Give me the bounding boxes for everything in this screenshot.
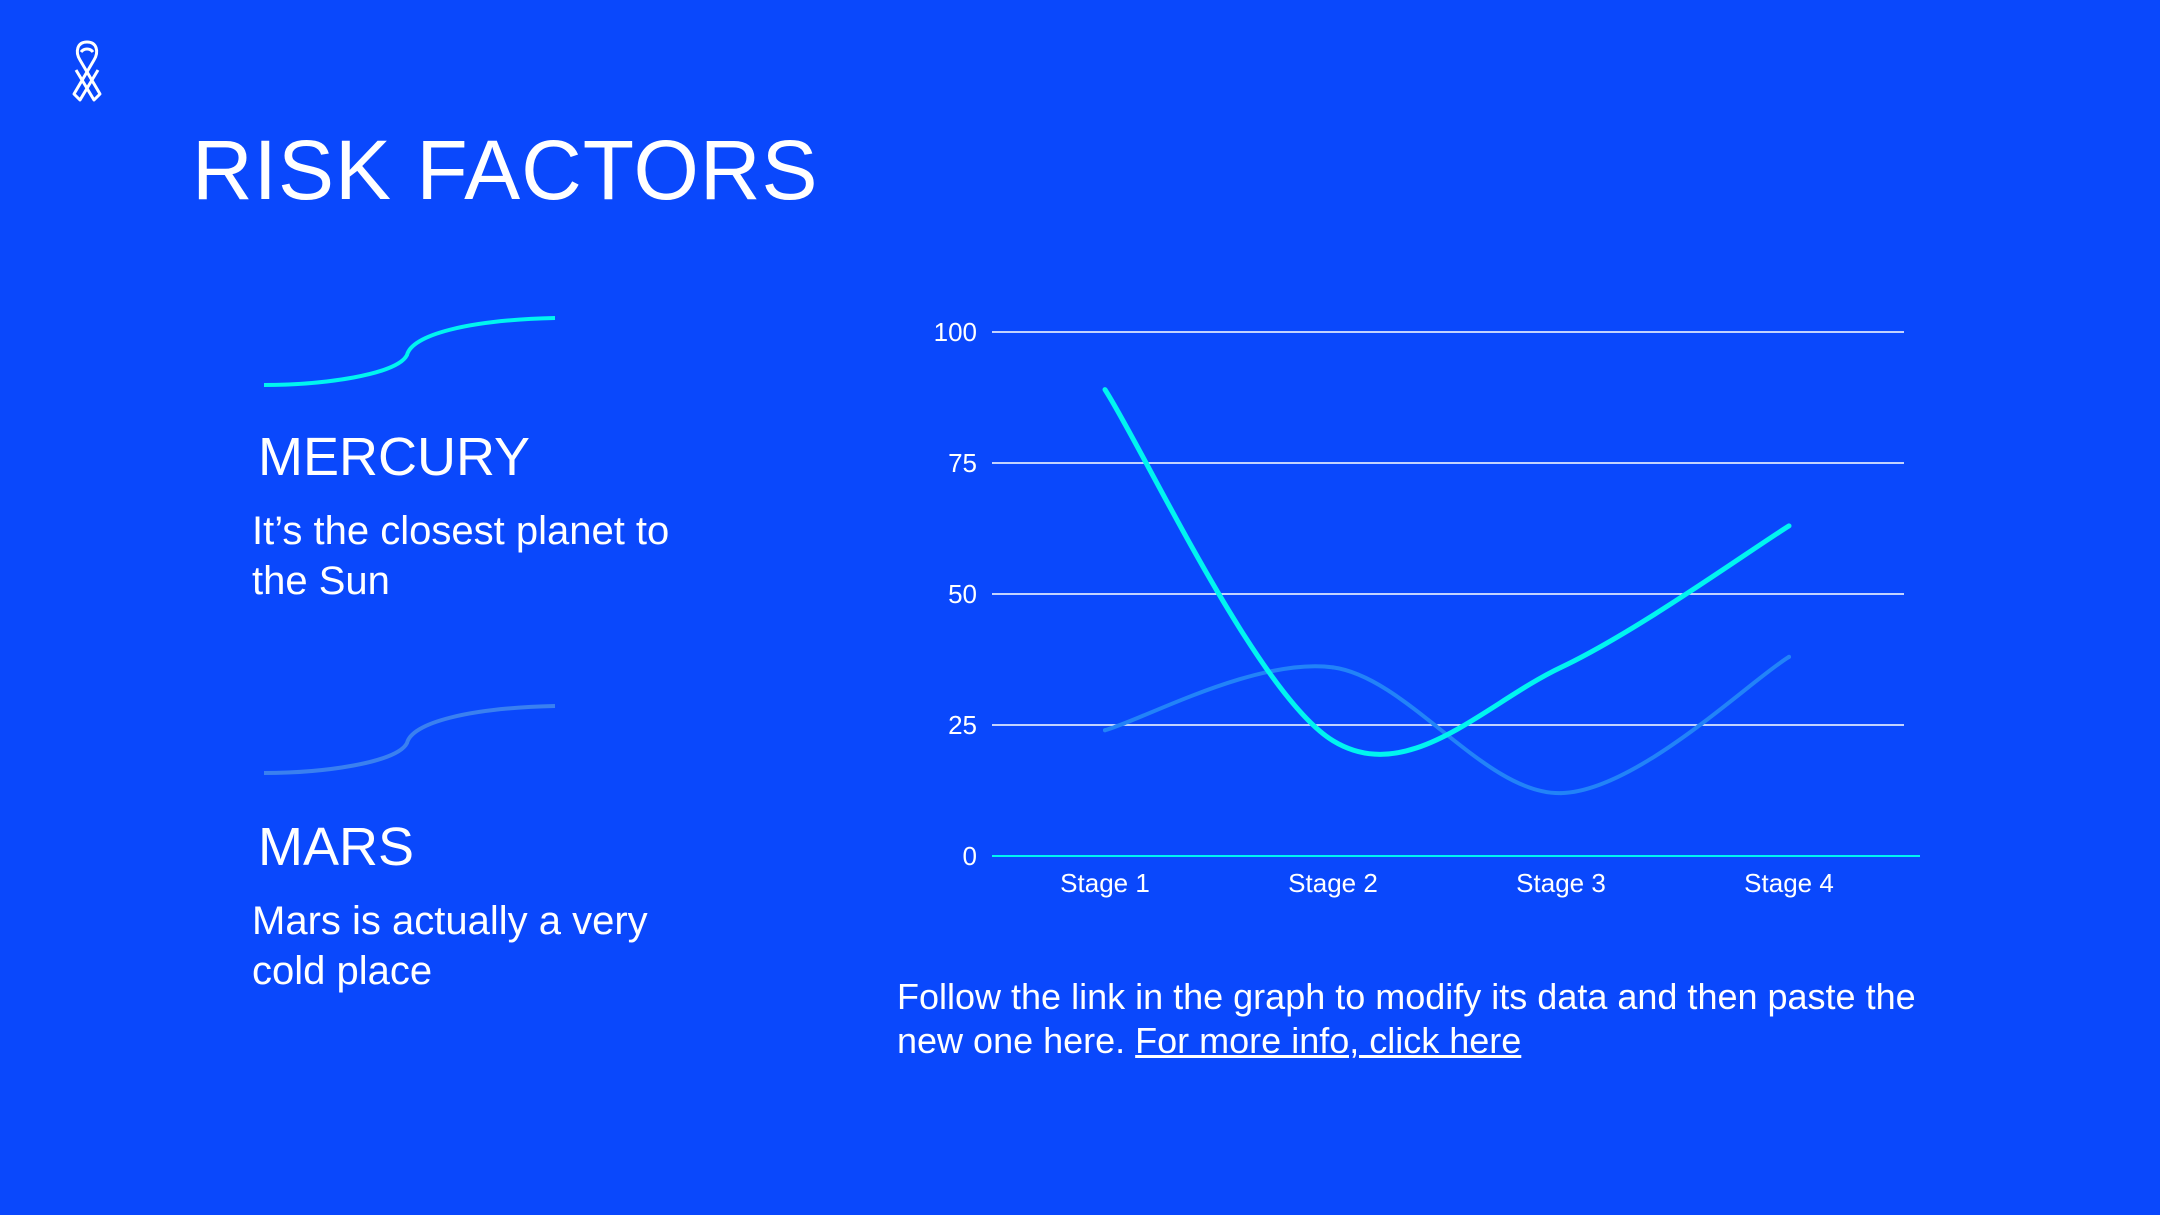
awareness-ribbon-icon [72, 40, 102, 102]
series-line-2 [1103, 654, 1791, 796]
note-text: Follow the link in the graph to modify i… [897, 976, 1916, 1061]
page-title: RISK FACTORS [192, 123, 819, 217]
data-point [1103, 728, 1107, 733]
y-tick-label: 50 [948, 579, 977, 609]
item-description: It’s the closest planet to the Sun [252, 509, 670, 603]
more-info-link[interactable]: For more info, click here [1135, 1020, 1522, 1061]
instruction-note: Follow the link in the graph to modify i… [897, 975, 1957, 1063]
data-point [1559, 665, 1563, 670]
y-tick-label: 100 [934, 317, 977, 347]
item-title: MERCURY [258, 427, 531, 487]
item-description: Mars is actually a very cold place [252, 899, 648, 993]
swash-line-icon [263, 704, 556, 775]
x-tick-label: Stage 3 [1516, 868, 1606, 898]
data-point [1331, 738, 1335, 743]
x-tick-label: Stage 1 [1060, 868, 1150, 898]
y-tick-label: 75 [948, 448, 977, 478]
data-point [1787, 654, 1791, 659]
series-line-1 [1102, 387, 1792, 757]
x-tick-label: Stage 4 [1744, 868, 1834, 898]
swash-line-icon [263, 316, 556, 387]
x-tick-label: Stage 2 [1288, 868, 1378, 898]
data-point [1103, 387, 1107, 392]
y-tick-label: 25 [948, 710, 977, 740]
data-point [1787, 523, 1791, 528]
data-point [1331, 665, 1335, 670]
y-tick-label: 0 [963, 841, 977, 871]
data-point [1559, 791, 1563, 796]
item-title: MARS [258, 817, 415, 877]
